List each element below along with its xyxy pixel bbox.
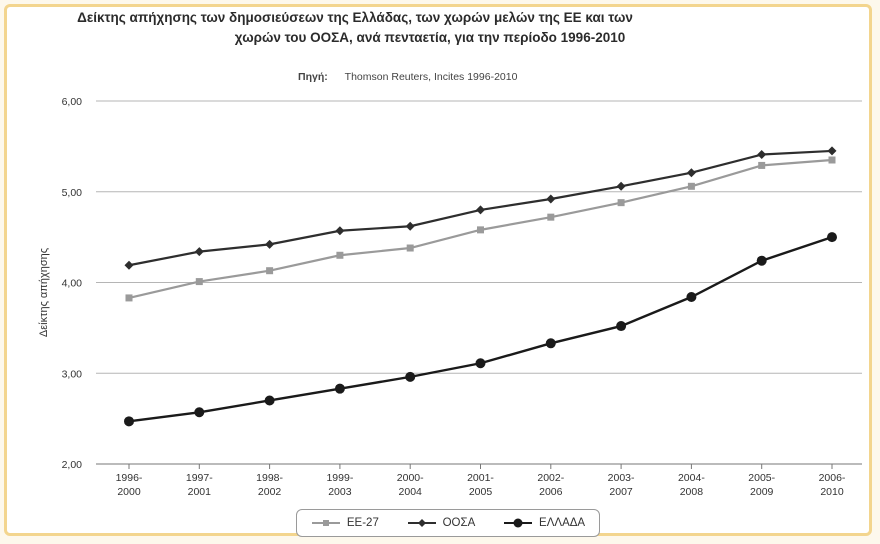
x-tick-label: 2001- — [467, 472, 494, 484]
x-tick-label: 2001 — [188, 486, 212, 498]
y-tick-label: 4,00 — [62, 278, 83, 290]
data-point — [758, 161, 766, 169]
data-point — [406, 244, 414, 252]
data-point — [124, 260, 134, 270]
x-tick-label: 2006 — [539, 486, 563, 498]
data-point — [687, 182, 695, 190]
data-point — [477, 226, 484, 234]
data-point — [195, 278, 203, 286]
data-point — [265, 239, 275, 249]
x-tick-label: 2007 — [609, 486, 633, 498]
chart-legend: ΕΕ-27 ΟΟΣΑ ΕΛΛΑΔΑ — [296, 509, 600, 537]
legend-item: ΕΕ-27 — [311, 517, 379, 529]
legend-item: ΟΟΣΑ — [407, 517, 476, 529]
data-point — [827, 232, 837, 243]
data-point — [334, 383, 345, 394]
x-tick-label: 2006- — [819, 472, 846, 484]
y-tick-label: 2,00 — [62, 459, 83, 471]
y-tick-label: 5,00 — [62, 187, 83, 199]
data-point — [405, 371, 416, 382]
x-tick-label: 2004- — [678, 472, 705, 484]
data-point — [194, 247, 204, 257]
data-point — [757, 150, 767, 160]
data-point — [546, 194, 556, 204]
data-point — [547, 213, 555, 221]
data-point — [616, 181, 626, 191]
x-tick-label: 2009 — [750, 486, 774, 498]
x-tick-label: 2004 — [399, 486, 423, 498]
data-point — [264, 395, 275, 406]
data-point — [194, 407, 205, 418]
data-point — [475, 358, 486, 369]
data-point — [827, 146, 837, 156]
legend-swatch — [504, 518, 533, 528]
data-point — [476, 205, 485, 215]
data-point — [616, 321, 627, 332]
data-point — [266, 267, 274, 275]
data-point — [125, 294, 133, 302]
x-tick-label: 2000 — [117, 486, 141, 498]
x-tick-label: 2003 — [328, 486, 352, 498]
chart-title-line1: Δείκτης απήχησης των δημοσιεύσεων της Ελ… — [77, 10, 633, 25]
x-tick-label: 2005- — [748, 472, 775, 484]
chart-title: Δείκτης απήχησης των δημοσιεύσεων της Ελ… — [0, 8, 710, 48]
x-tick-label: 1998- — [256, 472, 283, 484]
legend-label: ΟΟΣΑ — [442, 517, 476, 529]
chart-frame — [4, 4, 872, 536]
x-tick-label: 1997- — [186, 472, 213, 484]
x-tick-label: 2000- — [397, 472, 424, 484]
x-tick-label: 1999- — [326, 472, 353, 484]
x-tick-label: 2010 — [820, 486, 844, 498]
data-point — [756, 255, 767, 266]
x-tick-label: 2002 — [258, 486, 282, 498]
data-point — [545, 338, 556, 349]
legend-label: ΕΛΛΑΔΑ — [539, 517, 586, 529]
chart-source: Πηγή: Thomson Reuters, Incites 1996-2010 — [298, 71, 517, 83]
x-tick-label: 2002- — [537, 472, 564, 484]
source-text: Thomson Reuters, Incites 1996-2010 — [344, 71, 518, 83]
data-point — [686, 168, 696, 178]
source-label: Πηγή: — [298, 71, 328, 83]
legend-swatch — [407, 519, 436, 527]
legend-item: ΕΛΛΑΔΑ — [503, 517, 585, 529]
data-point — [336, 251, 344, 259]
data-point — [124, 416, 134, 427]
data-point — [617, 199, 625, 207]
y-tick-label: 6,00 — [62, 96, 83, 108]
data-point — [686, 292, 697, 303]
legend-label: ΕΕ-27 — [346, 517, 379, 529]
x-tick-label: 2005 — [469, 486, 493, 498]
x-tick-label: 1996- — [116, 472, 143, 484]
series-line-3 — [128, 235, 833, 423]
legend-swatch — [311, 520, 340, 526]
x-tick-label: 2008 — [680, 486, 704, 498]
y-axis-label: Δείκτης απήχησης — [38, 248, 50, 337]
y-tick-label: 3,00 — [62, 368, 83, 380]
x-tick-label: 2003- — [608, 472, 635, 484]
data-point — [828, 156, 836, 164]
data-point — [405, 221, 415, 231]
data-point — [335, 226, 345, 236]
chart-title-line2: χωρών του ΟΟΣΑ, ανά πενταετία, για την π… — [234, 30, 626, 45]
